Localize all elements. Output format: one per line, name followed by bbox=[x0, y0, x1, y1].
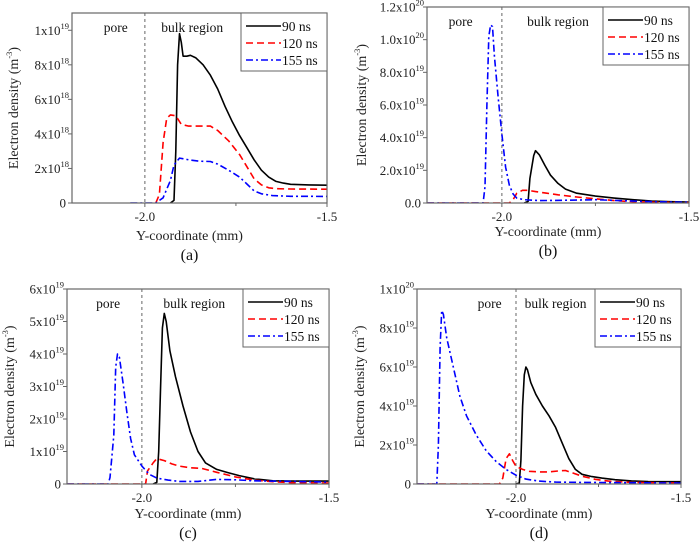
y-tick-label: 1x1020 bbox=[380, 280, 415, 297]
x-tick-label: -1.5 bbox=[679, 209, 700, 224]
x-tick-label: -1.5 bbox=[317, 209, 338, 224]
series-line-155-ns bbox=[427, 24, 689, 203]
pore-region-label: pore bbox=[104, 20, 128, 35]
series-line-90-ns bbox=[515, 366, 681, 484]
legend-label: 155 ns bbox=[284, 329, 320, 344]
y-axis-title: Electron density (m-3) bbox=[4, 47, 22, 170]
y-tick-label: 6x1019 bbox=[380, 358, 415, 375]
panel-label: (d) bbox=[530, 525, 549, 542]
bulk-region-label: bulk region bbox=[161, 20, 223, 35]
x-axis-title: Y-coordinate (mm) bbox=[486, 507, 593, 522]
legend-label: 90 ns bbox=[282, 19, 311, 34]
y-axis-title: Electron density (m-3) bbox=[0, 325, 18, 448]
series-line-155-ns bbox=[130, 157, 327, 203]
x-tick-label: -1.5 bbox=[671, 490, 692, 505]
x-tick-label: -2.0 bbox=[506, 490, 527, 505]
legend-box bbox=[242, 288, 330, 348]
series-line-90-ns bbox=[523, 149, 689, 203]
x-tick-label: -2.0 bbox=[492, 209, 513, 224]
legend-label: 120 ns bbox=[644, 30, 680, 45]
y-tick-label: 1.2x1020 bbox=[380, 0, 424, 15]
plot-frame bbox=[416, 288, 682, 485]
y-tick-label: 0 bbox=[405, 477, 412, 492]
series-line-90-ns bbox=[152, 312, 329, 484]
x-axis-title: Y-coordinate (mm) bbox=[495, 225, 602, 240]
y-tick-label: 1x1019 bbox=[35, 21, 70, 38]
y-tick-label: 8.0x1019 bbox=[380, 63, 424, 80]
y-tick-label: 4.0x1019 bbox=[380, 128, 424, 145]
series-line-120-ns bbox=[417, 453, 681, 484]
plot-frame bbox=[71, 12, 328, 204]
panel-label: (a) bbox=[181, 247, 199, 264]
bulk-region-label: bulk region bbox=[527, 14, 589, 29]
legend-label: 90 ns bbox=[644, 13, 673, 28]
legend-label: 155 ns bbox=[644, 47, 680, 62]
panel-label: (c) bbox=[179, 525, 197, 542]
legend: 90 ns 120 ns 155 ns bbox=[242, 288, 330, 348]
series-line-155-ns bbox=[67, 353, 329, 484]
series-line-120-ns bbox=[67, 457, 329, 484]
y-tick-label: 6x1018 bbox=[35, 90, 70, 107]
panel-label: (b) bbox=[539, 243, 558, 260]
x-axis-title: Y-coordinate (mm) bbox=[136, 229, 243, 244]
pore-region-label: pore bbox=[96, 296, 120, 311]
legend-label: 155 ns bbox=[282, 53, 318, 68]
x-tick-label: -2.0 bbox=[135, 209, 156, 224]
legend-label: 90 ns bbox=[284, 295, 313, 310]
pore-region-label: pore bbox=[478, 296, 502, 311]
series-line-120-ns bbox=[155, 114, 327, 203]
y-tick-label: 1x1019 bbox=[30, 442, 65, 459]
series-line-155-ns bbox=[417, 309, 681, 484]
x-axis-title: Y-coordinate (mm) bbox=[135, 507, 242, 522]
y-tick-label: 2x1019 bbox=[30, 410, 65, 427]
y-tick-label: 0 bbox=[60, 196, 67, 211]
bulk-region-label: bulk region bbox=[525, 296, 587, 311]
legend-box bbox=[602, 6, 690, 66]
legend: 90 ns 120 ns 155 ns bbox=[594, 288, 682, 348]
y-tick-label: 2.0x1019 bbox=[380, 161, 424, 178]
series-line-90-ns bbox=[169, 32, 327, 203]
y-tick-label: 6.0x1019 bbox=[380, 96, 424, 113]
y-axis-title: Electron density (m-3) bbox=[350, 325, 368, 448]
panel-d: pore bulk region 0 2x1019 4x1019 6x1019 8x1019… bbox=[350, 280, 691, 543]
legend-label: 155 ns bbox=[636, 329, 672, 344]
panel-a: pore bulk region 0 2x1018 4x1018 6x1018 8x1018… bbox=[4, 12, 338, 264]
series-line-120-ns bbox=[427, 189, 689, 203]
legend: 90 ns 120 ns 155 ns bbox=[602, 6, 690, 66]
y-tick-label: 5x1019 bbox=[30, 312, 65, 329]
y-axis-title: Electron density (m-3) bbox=[352, 44, 370, 167]
panel-b: pore bulk region 0.0 2.0x1019 4.0x1019 6.0x10… bbox=[352, 0, 699, 260]
y-tick-label: 4x1019 bbox=[30, 345, 65, 362]
y-tick-label: 4x1018 bbox=[35, 124, 70, 141]
bulk-region-label: bulk region bbox=[163, 296, 225, 311]
pore-region-label: pore bbox=[449, 14, 473, 29]
y-tick-label: 8x1019 bbox=[380, 319, 415, 336]
y-tick-label: 0.0 bbox=[405, 196, 421, 211]
y-tick-label: 4x1019 bbox=[380, 397, 415, 414]
legend: 90 ns 120 ns 155 ns bbox=[240, 12, 328, 72]
y-tick-label: 1.0x1020 bbox=[380, 30, 424, 47]
y-tick-label: 6x1019 bbox=[30, 280, 65, 297]
y-tick-label: 2x1019 bbox=[380, 436, 415, 453]
panel-c: pore bulk region 0 1x1019 2x1019 3x1019 4x1019… bbox=[0, 280, 339, 543]
x-tick-label: -1.5 bbox=[319, 490, 340, 505]
y-tick-label: 0 bbox=[55, 477, 62, 492]
legend-label: 90 ns bbox=[636, 295, 665, 310]
legend-box bbox=[594, 288, 682, 348]
x-tick-label: -2.0 bbox=[132, 490, 153, 505]
y-tick-label: 3x1019 bbox=[30, 377, 65, 394]
legend-label: 120 ns bbox=[282, 36, 318, 51]
y-tick-label: 2x1018 bbox=[35, 159, 70, 176]
legend-label: 120 ns bbox=[636, 312, 672, 327]
legend-label: 120 ns bbox=[284, 312, 320, 327]
legend-box bbox=[240, 12, 328, 72]
y-tick-label: 8x1018 bbox=[35, 55, 70, 72]
